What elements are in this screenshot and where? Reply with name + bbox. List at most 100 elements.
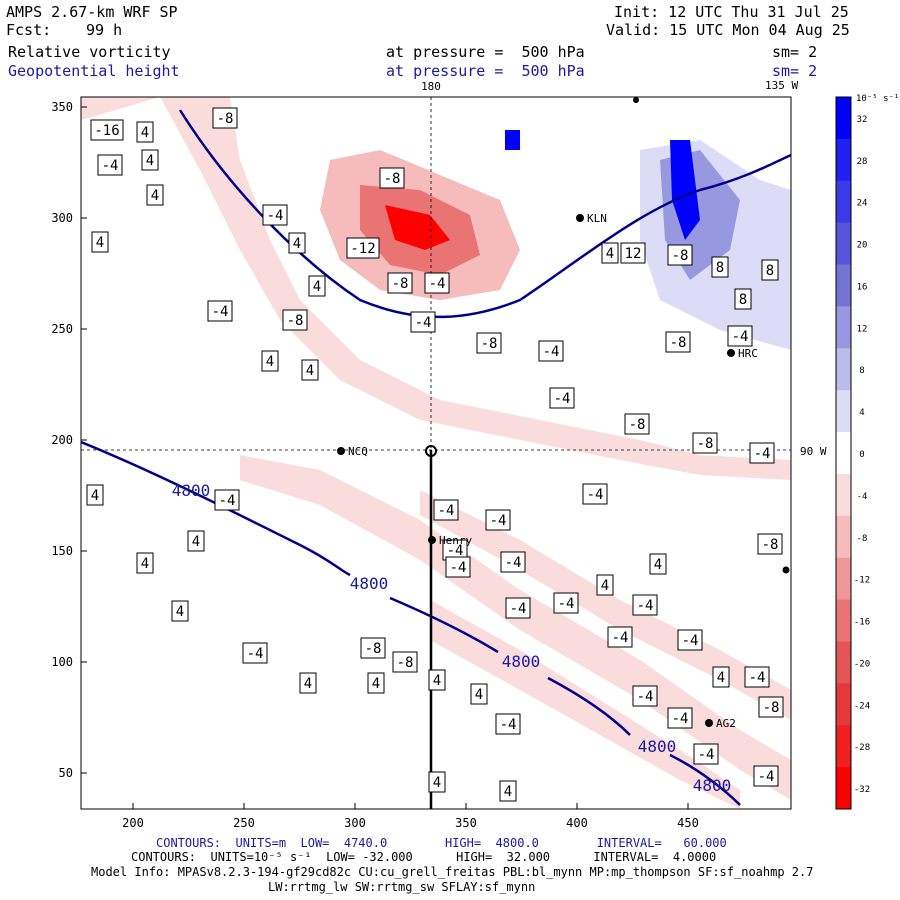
vorticity-label: -4 <box>693 743 719 765</box>
svg-text:4: 4 <box>717 670 725 686</box>
colorbar-swatch <box>836 97 851 140</box>
colorbar-swatch <box>836 390 851 433</box>
vorticity-label: -8 <box>757 533 783 555</box>
svg-text:4: 4 <box>266 354 274 370</box>
vorticity-label: 4 <box>141 149 159 171</box>
vorticity-label: -12 <box>346 237 380 259</box>
height-contour <box>547 676 631 736</box>
vorticity-label: 4 <box>136 552 154 574</box>
vorticity-label: 4 <box>187 530 205 552</box>
colorbar-swatch <box>836 222 851 266</box>
station-marker: HRC <box>727 347 758 360</box>
svg-text:-8: -8 <box>762 537 779 553</box>
svg-text:-4: -4 <box>510 601 527 617</box>
svg-text:4: 4 <box>601 578 609 594</box>
vorticity-label: 8 <box>761 259 779 281</box>
vorticity-label: -4 <box>549 387 575 409</box>
svg-text:-4: -4 <box>429 276 446 292</box>
vorticity-label: -8 <box>758 696 784 718</box>
footer-vorticity-contours: CONTOURS: UNITS=10⁻⁵ s⁻¹ LOW= -32.000 HI… <box>131 850 717 864</box>
vorticity-label: 8 <box>711 256 729 278</box>
vorticity-label: 4 <box>91 231 109 253</box>
vorticity-label: 4 <box>712 666 730 688</box>
colorbar-label: 16 <box>857 282 868 292</box>
colorbar-unit: 10⁻⁵ s⁻¹ <box>856 94 899 104</box>
vorticity-label: 8 <box>734 288 752 310</box>
vorticity-label: 4 <box>649 553 667 575</box>
x-tick-label: 400 <box>566 816 588 830</box>
vorticity-label: -8 <box>387 272 413 294</box>
vorticity-label: -8 <box>667 244 693 266</box>
station-marker: KLN <box>576 212 607 225</box>
forecast-label: Fcst: <box>6 21 52 39</box>
y-tick-label: 300 <box>51 211 73 225</box>
svg-text:4: 4 <box>504 784 512 800</box>
vorticity-label: 12 <box>620 242 646 264</box>
vorticity-label: 4 <box>301 359 319 381</box>
vorticity-label: -8 <box>360 637 386 659</box>
colorbar: 32 28 24 20 16 12 8 4 0 -4 -8 -12 -16 -20 -24 -28 -32 <box>835 96 870 810</box>
vorticity-label: -8 <box>692 432 718 454</box>
station-marker: NCQ <box>337 445 368 458</box>
field1-smoothing: sm= 2 <box>772 43 818 61</box>
svg-text:-4: -4 <box>637 689 654 705</box>
map-field <box>81 97 791 809</box>
colorbar-swatch <box>836 432 851 475</box>
svg-text:4: 4 <box>313 279 321 295</box>
svg-text:4: 4 <box>654 557 662 573</box>
vorticity-label: -4 <box>727 325 753 347</box>
colorbar-label: -8 <box>857 534 868 544</box>
svg-text:4: 4 <box>91 488 99 504</box>
svg-text:-4: -4 <box>587 487 604 503</box>
vorticity-label: -4 <box>97 154 123 176</box>
colorbar-swatch <box>836 725 851 768</box>
svg-text:-4: -4 <box>450 560 467 576</box>
svg-text:-4: -4 <box>490 513 507 529</box>
height-contour <box>389 596 499 654</box>
vorticity-band <box>505 130 520 150</box>
svg-text:-4: -4 <box>500 717 517 733</box>
vorticity-band <box>240 455 791 800</box>
vorticity-band <box>430 600 740 809</box>
y-tick-label: 200 <box>51 433 73 447</box>
stations: KLN HRC NCQ Henry AG2 <box>337 97 790 730</box>
vorticity-label: -4 <box>424 272 450 294</box>
colorbar-label: 20 <box>857 241 868 251</box>
vorticity-label: -4 <box>749 442 775 464</box>
svg-text:HRC: HRC <box>738 347 758 360</box>
vorticity-label: -8 <box>379 167 405 189</box>
vorticity-label: -4 <box>433 499 459 521</box>
vorticity-label: -4 <box>262 204 288 226</box>
svg-text:-4: -4 <box>758 769 775 785</box>
x-tick-label: 450 <box>677 816 699 830</box>
svg-text:8: 8 <box>716 260 724 276</box>
height-label: 4800 <box>693 776 732 795</box>
x-tick-label: 250 <box>233 816 255 830</box>
svg-text:8: 8 <box>739 292 747 308</box>
colorbar-label: 8 <box>859 366 864 376</box>
y-axis: 350 300 250 200 150 100 50 <box>51 100 87 780</box>
height-contour <box>178 109 791 319</box>
vorticity-label: 4 <box>261 350 279 372</box>
x-tick-label: 200 <box>122 816 144 830</box>
vorticity-band <box>670 140 700 240</box>
svg-text:4: 4 <box>293 236 301 252</box>
svg-text:-4: -4 <box>698 747 715 763</box>
svg-text:Henry: Henry <box>439 534 472 547</box>
svg-text:-8: -8 <box>392 276 409 292</box>
colorbar-swatch <box>836 306 851 349</box>
svg-text:-4: -4 <box>505 555 522 571</box>
colorbar-label: 28 <box>857 157 868 167</box>
station-marker: Henry <box>428 534 472 547</box>
height-label: 4800 <box>502 652 541 671</box>
colorbar-swatch <box>836 599 851 642</box>
svg-text:-4: -4 <box>754 446 771 462</box>
vorticity-label: 4 <box>428 669 446 691</box>
colorbar-label: -32 <box>854 785 870 795</box>
vorticity-label: -4 <box>445 556 471 578</box>
svg-text:-4: -4 <box>732 329 749 345</box>
pole-marker <box>425 445 437 457</box>
svg-text:-4: -4 <box>682 633 699 649</box>
height-label: 4800 <box>350 574 389 593</box>
vorticity-label: -4 <box>538 340 564 362</box>
